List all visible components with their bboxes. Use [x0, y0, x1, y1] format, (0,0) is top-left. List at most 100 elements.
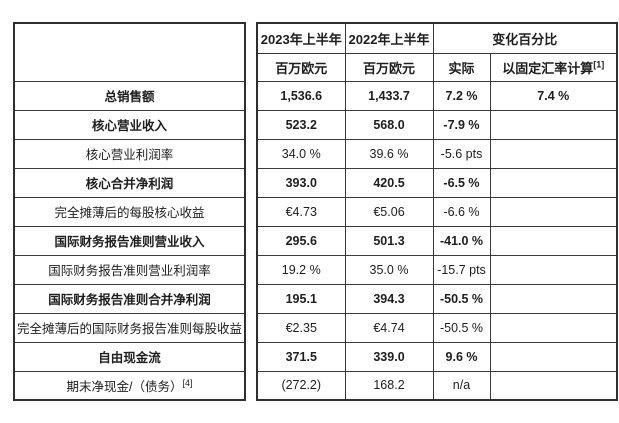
- column-header-2023-h1: 2023年上半年: [256, 22, 346, 54]
- column-subheader-unit-2022: 百万欧元: [344, 52, 434, 82]
- value-row: 295.6 501.3 -41.0 %: [256, 225, 618, 256]
- value-2023-cell: 1,536.6: [256, 80, 346, 111]
- value-2022-cell: 35.0 %: [344, 254, 434, 285]
- change-constant-rate-cell: [489, 370, 618, 401]
- change-actual-cell: -6.6 %: [432, 196, 491, 227]
- value-2023-cell: 34.0 %: [256, 138, 346, 169]
- row-label-text: 完全摊薄后的国际财务报告准则每股收益: [17, 322, 243, 336]
- column-subheader-constant-exchange-rate: 以固定汇率计算[1]: [489, 52, 618, 82]
- label-row: 完全摊薄后的每股核心收益: [13, 196, 246, 227]
- value-row: 19.2 % 35.0 % -15.7 pts: [256, 254, 618, 285]
- row-label-text: 国际财务报告准则营业利润率: [48, 264, 211, 278]
- change-constant-rate-cell: [489, 312, 618, 343]
- value-row: 523.2 568.0 -7.9 %: [256, 109, 618, 140]
- value-2023-cell: €2.35: [256, 312, 346, 343]
- value-row: €4.73 €5.06 -6.6 %: [256, 196, 618, 227]
- column-header-change-percent-group: 变化百分比: [432, 22, 618, 54]
- row-label-text: 核心营业收入: [91, 119, 167, 133]
- value-row: (272.2) 168.2 n/a: [256, 370, 618, 401]
- row-label-cell: 国际财务报告准则营业收入: [13, 225, 246, 256]
- value-2022-cell: €4.74: [344, 312, 434, 343]
- value-2023-cell: 371.5: [256, 341, 346, 372]
- value-2023-cell: 295.6: [256, 225, 346, 256]
- footnote-ref-1: [1]: [593, 59, 605, 70]
- value-2022-cell: 420.5: [344, 167, 434, 198]
- change-actual-cell: -6.5 %: [432, 167, 491, 198]
- change-constant-rate-cell: [489, 167, 618, 198]
- row-label-cell: 完全摊薄后的每股核心收益: [13, 196, 246, 227]
- label-row: 核心合并净利润: [13, 167, 246, 198]
- change-actual-cell: 9.6 %: [432, 341, 491, 372]
- value-2022-cell: 394.3: [344, 283, 434, 314]
- label-row: 核心营业利润率: [13, 138, 246, 169]
- change-constant-rate-cell: [489, 138, 618, 169]
- value-row: €2.35 €4.74 -50.5 %: [256, 312, 618, 343]
- row-label-cell: 国际财务报告准则合并净利润: [13, 283, 246, 314]
- label-row: 完全摊薄后的国际财务报告准则每股收益: [13, 312, 246, 343]
- row-label-cell: 期末净现金/（债务）[4]: [13, 370, 246, 401]
- change-constant-rate-cell: [489, 109, 618, 140]
- change-actual-cell: n/a: [432, 370, 491, 401]
- value-2022-cell: 168.2: [344, 370, 434, 401]
- value-2023-cell: €4.73: [256, 196, 346, 227]
- row-label-cell: 核心营业利润率: [13, 138, 246, 169]
- value-2022-cell: 339.0: [344, 341, 434, 372]
- label-row: 国际财务报告准则营业利润率: [13, 254, 246, 285]
- change-constant-rate-cell: [489, 341, 618, 372]
- column-subheader-actual: 实际: [432, 52, 491, 82]
- value-row: 1,536.6 1,433.7 7.2 % 7.4 %: [256, 80, 618, 111]
- values-table: 2023年上半年 2022年上半年 变化百分比 百万欧元 百万欧元 实际 以固定…: [256, 22, 619, 401]
- value-2023-cell: (272.2): [256, 370, 346, 401]
- row-label-text: 期末净现金/（债务）: [66, 379, 183, 394]
- row-label-cell: 总销售额: [13, 80, 246, 111]
- change-actual-cell: -15.7 pts: [432, 254, 491, 285]
- row-labels-table: 总销售额核心营业收入 核心营业利润率 核心合并净利润完全摊薄后的每股核心收益 国际财务…: [13, 22, 246, 401]
- row-label-text: 核心合并净利润: [85, 177, 174, 191]
- row-label-text: 自由现金流: [98, 351, 161, 365]
- value-2022-cell: 568.0: [344, 109, 434, 140]
- row-label-text: 总销售额: [104, 90, 155, 104]
- row-label-cell: 核心营业收入: [13, 109, 246, 140]
- change-constant-rate-cell: 7.4 %: [489, 80, 618, 111]
- value-row: 34.0 % 39.6 % -5.6 pts: [256, 138, 618, 169]
- value-row: 371.5 339.0 9.6 %: [256, 341, 618, 372]
- label-row: 自由现金流: [13, 341, 246, 372]
- label-row: 总销售额: [13, 80, 246, 111]
- row-label-text: 国际财务报告准则营业收入: [54, 235, 205, 249]
- value-row: 393.0 420.5 -6.5 %: [256, 167, 618, 198]
- label-row: 国际财务报告准则营业收入: [13, 225, 246, 256]
- row-label-cell: 核心合并净利润: [13, 167, 246, 198]
- label-row: 国际财务报告准则合并净利润: [13, 283, 246, 314]
- value-2023-cell: 393.0: [256, 167, 346, 198]
- row-label-cell: 国际财务报告准则营业利润率: [13, 254, 246, 285]
- change-constant-rate-cell: [489, 196, 618, 227]
- change-actual-cell: -5.6 pts: [432, 138, 491, 169]
- constant-exchange-rate-label: 以固定汇率计算: [502, 60, 594, 76]
- value-2023-cell: 523.2: [256, 109, 346, 140]
- change-actual-cell: -50.5 %: [432, 312, 491, 343]
- column-header-2022-h1: 2022年上半年: [344, 22, 434, 54]
- row-label-cell: 完全摊薄后的国际财务报告准则每股收益: [13, 312, 246, 343]
- change-actual-cell: -41.0 %: [432, 225, 491, 256]
- column-subheader-unit-2023: 百万欧元: [256, 52, 346, 82]
- value-2022-cell: 39.6 %: [344, 138, 434, 169]
- value-2022-cell: €5.06: [344, 196, 434, 227]
- value-2023-cell: 19.2 %: [256, 254, 346, 285]
- change-constant-rate-cell: [489, 225, 618, 256]
- labels-header-spacer-cell: [13, 22, 246, 82]
- change-actual-cell: 7.2 %: [432, 80, 491, 111]
- footnote-ref-4: [4]: [182, 377, 193, 388]
- change-constant-rate-cell: [489, 283, 618, 314]
- change-actual-cell: -50.5 %: [432, 283, 491, 314]
- row-label-text: 核心营业利润率: [85, 148, 174, 162]
- label-row: 核心营业收入: [13, 109, 246, 140]
- row-label-text: 完全摊薄后的每股核心收益: [54, 206, 205, 220]
- value-2022-cell: 1,433.7: [344, 80, 434, 111]
- value-row: 195.1 394.3 -50.5 %: [256, 283, 618, 314]
- value-2023-cell: 195.1: [256, 283, 346, 314]
- value-2022-cell: 501.3: [344, 225, 434, 256]
- change-actual-cell: -7.9 %: [432, 109, 491, 140]
- row-label-text: 国际财务报告准则合并净利润: [48, 293, 211, 307]
- change-constant-rate-cell: [489, 254, 618, 285]
- row-label-cell: 自由现金流: [13, 341, 246, 372]
